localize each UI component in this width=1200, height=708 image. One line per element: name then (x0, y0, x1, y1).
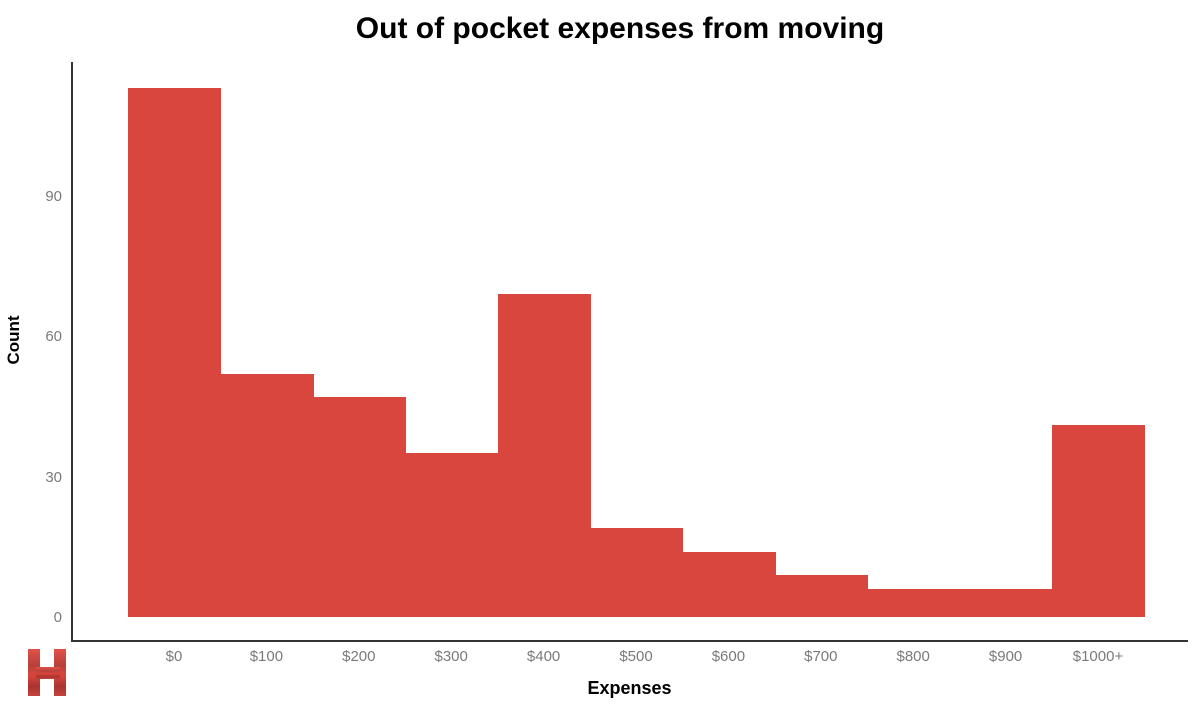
bar-$1000+ (1052, 425, 1146, 617)
y-tick-label-30: 30 (45, 468, 62, 486)
bar-$900 (959, 588, 1053, 617)
bar-$600 (682, 551, 776, 617)
x-axis-title: Expenses (587, 678, 672, 698)
bar-$400 (497, 294, 591, 617)
x-tick-label-$300: $300 (434, 648, 468, 665)
bar-$800 (867, 588, 961, 617)
x-tick-label-$500: $500 (619, 648, 653, 665)
chart-title: Out of pocket expenses from moving (355, 12, 885, 45)
x-axis-line (71, 640, 1188, 642)
bar-$300 (405, 453, 499, 617)
h-logo (28, 649, 66, 696)
x-tick-label-$900: $900 (988, 648, 1023, 665)
x-tick-label-$1000+: $1000+ (1072, 648, 1124, 665)
y-axis-title: Count (4, 315, 23, 365)
bar-$100 (220, 373, 314, 617)
bar-$700 (774, 574, 868, 617)
bar-$500 (590, 528, 684, 617)
h-logo-letter (28, 649, 66, 696)
y-tick-label-60: 60 (45, 328, 62, 346)
x-tick-label-$600: $600 (711, 648, 746, 665)
x-tick-label-$800: $800 (896, 648, 930, 665)
x-tick-label-$200: $200 (342, 648, 376, 665)
y-tick-label-0: 0 (53, 609, 62, 626)
x-tick-label-$400: $400 (526, 648, 561, 665)
y-tick-label-90: 90 (45, 188, 62, 205)
y-axis-line (71, 62, 73, 642)
bar-$200 (312, 397, 406, 617)
x-tick-label-$100: $100 (249, 648, 284, 665)
x-tick-label-$700: $700 (804, 648, 838, 665)
x-tick-label-$0: $0 (165, 648, 183, 665)
bar-$0 (128, 88, 222, 617)
